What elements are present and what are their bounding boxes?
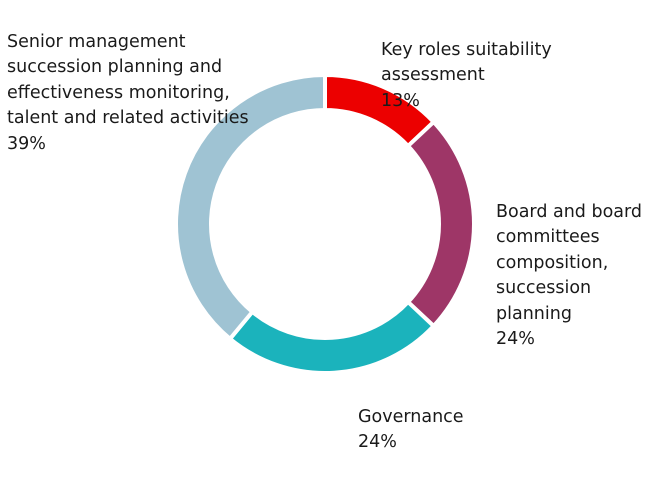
- slice-label-board-composition-percent: 24%: [496, 329, 535, 349]
- slice-label-board-composition-text: Board and board committees composition, …: [496, 201, 643, 324]
- slice-senior-management: [174, 72, 327, 342]
- slice-label-senior-management-percent: 39%: [7, 133, 46, 154]
- slice-label-governance-text: Governance: [358, 406, 464, 427]
- slice-label-key-roles-text: Key roles suitability assessment: [381, 39, 552, 86]
- slice-label-key-roles-percent: 13%: [381, 90, 420, 111]
- slice-label-governance: Governance 24%: [358, 379, 464, 481]
- slice-label-senior-management: Senior management succession planning an…: [7, 4, 249, 183]
- slice-label-board-composition: Board and board committees composition, …: [496, 174, 642, 378]
- slice-governance: [227, 299, 437, 375]
- slice-board-composition: [405, 119, 476, 329]
- slice-label-senior-management-text: Senior management succession planning an…: [7, 31, 249, 129]
- slice-label-governance-percent: 24%: [358, 432, 397, 452]
- donut-chart: [174, 72, 476, 375]
- slice-label-key-roles: Key roles suitability assessment 13%: [381, 12, 552, 140]
